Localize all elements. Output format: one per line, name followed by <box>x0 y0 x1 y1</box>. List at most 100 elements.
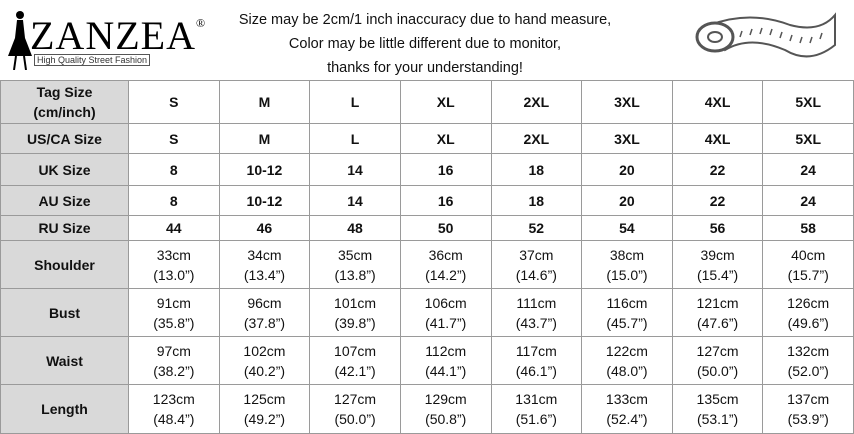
table-cell: 123cm (48.4”) <box>128 384 220 434</box>
table-cell: 39cm (15.4”) <box>671 240 764 289</box>
cell-text: 111cm <box>516 294 557 311</box>
cell-text: 125cm <box>243 391 286 407</box>
table-row: UK Size 8 10-12 14 16 18 20 22 24 <box>0 153 854 186</box>
cell-text: 102cm <box>243 342 286 359</box>
row-label: Shoulder <box>0 240 129 289</box>
table-row: AU Size 8 10-12 14 16 18 20 22 24 <box>0 185 854 216</box>
cell-text: 39cm <box>700 246 735 263</box>
table-cell: M <box>218 80 311 124</box>
table-cell: 34cm (13.4”) <box>218 240 311 289</box>
cell-text: 52 <box>528 220 545 236</box>
table-cell: 52 <box>490 215 583 241</box>
table-cell: 8 <box>128 185 220 216</box>
table-cell: 91cm (35.8”) <box>128 288 220 337</box>
cell-text: 20 <box>619 161 635 178</box>
cell-text: Bust <box>48 304 81 321</box>
cell-text: M <box>258 94 271 110</box>
cell-text: 20 <box>619 192 635 209</box>
cell-text: 36cm <box>428 246 463 263</box>
cell-text: 18 <box>528 161 545 178</box>
cell-text: 132cm <box>787 342 830 359</box>
table-row: Length 123cm (48.4”) 125cm (49.2”) 127cm (50.0… <box>0 384 854 434</box>
cell-text: 121cm <box>696 294 739 311</box>
cell-text: 56 <box>709 220 726 236</box>
table-cell: 112cm (44.1”) <box>399 336 492 385</box>
cell-text: (52.4”) <box>606 411 648 427</box>
tape-measure-icon <box>695 12 836 58</box>
table-cell: 16 <box>399 153 492 186</box>
cell-text: (14.2”) <box>425 266 467 283</box>
cell-text: 4XL <box>704 130 731 147</box>
table-cell: 101cm (39.8”) <box>309 288 401 337</box>
cell-text: (15.4”) <box>696 266 739 283</box>
cell-text: 8 <box>169 192 178 209</box>
cell-text: 8 <box>169 161 178 178</box>
table-cell: 137cm (53.9”) <box>762 384 854 434</box>
logo: ZANZEA® <box>30 12 206 59</box>
cell-text: 122cm <box>605 342 648 359</box>
table-cell: 10-12 <box>218 153 311 186</box>
notice-line: Color may be little different due to mon… <box>288 36 562 52</box>
cell-text: (35.8”) <box>153 314 195 331</box>
cell-text: (53.1”) <box>696 411 739 427</box>
cell-text: 112cm <box>425 342 467 359</box>
table-cell: 54 <box>581 215 673 241</box>
table-cell: XL <box>399 80 492 124</box>
table-cell: 107cm (42.1”) <box>309 336 401 385</box>
cell-text: (44.1”) <box>425 362 467 379</box>
logo-figure <box>8 11 32 70</box>
cell-text: US/CA Size <box>27 130 102 147</box>
cell-text: 117cm <box>515 342 557 359</box>
table-cell: 38cm (15.0”) <box>581 240 673 289</box>
table-cell: 106cm (41.7”) <box>399 288 492 337</box>
table-cell: 33cm (13.0”) <box>128 240 220 289</box>
cell-text: S <box>169 94 179 110</box>
table-cell: 56 <box>671 215 764 241</box>
cell-text: 38cm <box>609 246 645 263</box>
cell-text: 91cm <box>156 294 191 311</box>
cell-text: 54 <box>619 220 635 236</box>
cell-text: (47.6”) <box>696 314 739 331</box>
cell-text: 16 <box>437 161 454 178</box>
table-cell: 97cm (38.2”) <box>128 336 220 385</box>
cell-text: 24 <box>800 192 816 209</box>
cell-text: (14.6”) <box>515 266 557 283</box>
cell-text: 22 <box>709 192 726 209</box>
notice-line: thanks for your understanding! <box>327 60 523 76</box>
table-cell: M <box>218 123 311 154</box>
row-label: Tag Size (cm/inch) <box>0 80 129 124</box>
cell-text: (38.2”) <box>153 362 195 379</box>
table-cell: 121cm (47.6”) <box>671 288 764 337</box>
table-cell: L <box>309 80 401 124</box>
cell-text: 10-12 <box>246 192 283 209</box>
table-row: Tag Size (cm/inch) S M L XL 2XL 3XL 4XL 5XL <box>0 80 854 124</box>
cell-text: 10-12 <box>246 161 283 178</box>
table-cell: 133cm (52.4”) <box>581 384 673 434</box>
cell-text: (41.7”) <box>425 314 467 331</box>
cell-text: 4XL <box>704 94 731 110</box>
cell-text: XL <box>436 94 455 110</box>
cell-text: (43.7”) <box>515 314 557 331</box>
table-cell: 3XL <box>581 123 673 154</box>
cell-text: 97cm <box>156 342 191 359</box>
table-cell: 135cm (53.1”) <box>671 384 764 434</box>
tagline: High Quality Street Fashion <box>34 54 151 66</box>
cell-text: Tag Size <box>36 84 93 100</box>
cell-text: (51.6”) <box>515 411 557 427</box>
row-label: Length <box>0 384 129 434</box>
size-table: Tag Size (cm/inch) S M L XL 2XL 3XL 4XL 5XL US/CA … <box>0 80 854 434</box>
cell-text: (50.0”) <box>334 411 376 427</box>
cell-text: RU Size <box>38 220 91 236</box>
cell-text: 37cm <box>519 246 554 263</box>
cell-text: 127cm <box>334 391 377 407</box>
cell-text: 5XL <box>795 130 822 147</box>
cell-text: 50 <box>437 220 454 236</box>
cell-text: 2XL <box>523 94 550 110</box>
table-cell: 132cm (52.0”) <box>762 336 854 385</box>
table-cell: 117cm (46.1”) <box>490 336 583 385</box>
table-cell: 18 <box>490 185 583 216</box>
cell-text: UK Size <box>38 161 91 178</box>
cell-text: 101cm <box>334 294 377 311</box>
cell-text: 22 <box>709 161 726 178</box>
